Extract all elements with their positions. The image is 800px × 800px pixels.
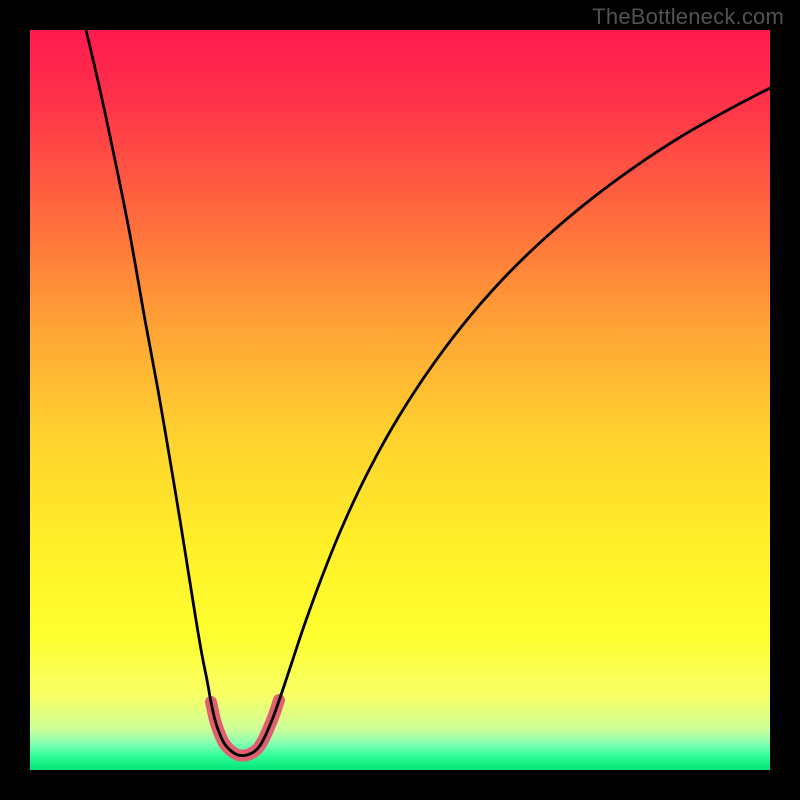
chart-plot-area (30, 30, 770, 770)
curve-layer (30, 30, 770, 770)
watermark-text: TheBottleneck.com (592, 4, 784, 30)
main-curve (86, 30, 770, 756)
